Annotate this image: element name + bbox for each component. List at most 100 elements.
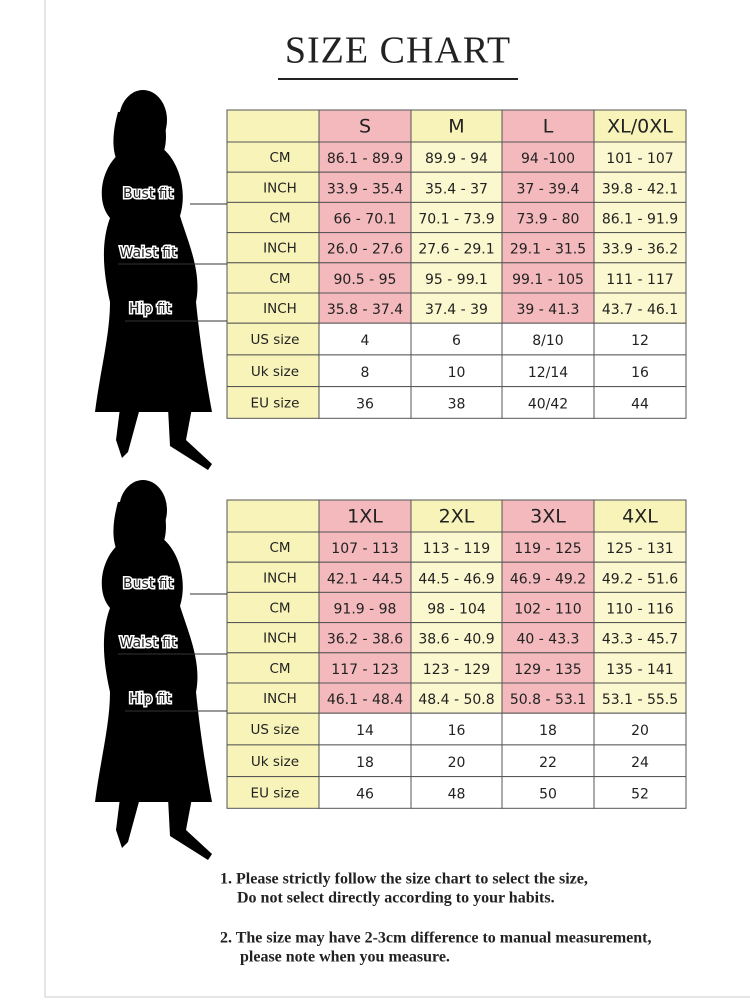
- cell-value: 16: [448, 723, 466, 739]
- cell-value: 70.1 - 73.9: [418, 212, 494, 228]
- cell-value: 48: [448, 786, 466, 802]
- cell-value: 16: [631, 365, 649, 381]
- fit-label: Bust fit: [123, 576, 174, 592]
- table-cell: [318, 386, 412, 419]
- cell-value: 37.4 - 39: [425, 302, 488, 318]
- table-cell: [593, 776, 687, 809]
- row-label-cell: [226, 622, 320, 654]
- cell-value: 102 - 110: [514, 602, 581, 618]
- table-cell: [593, 141, 687, 173]
- cell-value: 98 - 104: [427, 602, 486, 618]
- row-label: US size: [251, 332, 300, 348]
- cell-value: 43.3 - 45.7: [602, 632, 678, 648]
- cell-value: 89.9 - 94: [425, 151, 488, 167]
- table-cell: [501, 322, 595, 356]
- cell-value: 101 - 107: [606, 151, 673, 167]
- header-cell: [593, 109, 687, 143]
- table-cell: [410, 354, 503, 388]
- table-cell: [501, 591, 595, 624]
- cell-value: 50.8 - 53.1: [510, 692, 586, 708]
- cell-value: 36.2 - 38.6: [327, 632, 403, 648]
- row-label: CM: [269, 661, 290, 677]
- cell-value: 86.1 - 91.9: [602, 212, 678, 228]
- table-cell: [410, 776, 503, 809]
- table-cell: [501, 776, 595, 809]
- cell-value: 48.4 - 50.8: [418, 692, 494, 708]
- cell-value: 110 - 116: [606, 602, 673, 618]
- cell-value: 123 - 129: [423, 662, 490, 678]
- fit-label: Hip fit: [129, 301, 172, 317]
- cell-value: 10: [448, 365, 466, 381]
- table-cell: [410, 292, 503, 324]
- cell-value: 6: [452, 333, 461, 349]
- cell-value: 22: [539, 755, 557, 771]
- table-cell: [593, 201, 687, 234]
- cell-value: 8/10: [532, 333, 563, 349]
- cell-value: 12: [631, 333, 649, 349]
- row-label: EU size: [251, 395, 300, 411]
- row-label-cell: [226, 744, 320, 778]
- table-cell: [410, 232, 503, 264]
- row-label-cell: [226, 262, 320, 294]
- row-label: INCH: [263, 241, 297, 257]
- row-label-cell: [226, 776, 320, 809]
- row-label: CM: [269, 540, 290, 556]
- note-line: 1. Please strictly follow the size chart…: [220, 871, 588, 888]
- row-label-cell: [226, 561, 320, 593]
- row-label: INCH: [263, 691, 297, 707]
- table-cell: [318, 322, 412, 356]
- cell-value: 113 - 119: [423, 541, 490, 557]
- cell-value: 26.0 - 27.6: [327, 242, 403, 258]
- table-cell: [318, 354, 412, 388]
- table-cell: [501, 622, 595, 654]
- table-cell: [501, 201, 595, 234]
- table-cell: [318, 141, 412, 173]
- cell-value: 66 - 70.1: [334, 212, 397, 228]
- row-label: EU size: [251, 785, 300, 801]
- cell-value: 20: [448, 755, 466, 771]
- cell-value: 29.1 - 31.5: [510, 242, 586, 258]
- cell-value: 52: [631, 786, 649, 802]
- table-cell: [593, 292, 687, 324]
- row-label: Uk size: [251, 754, 299, 770]
- table-cell: [501, 292, 595, 324]
- cell-value: 117 - 123: [331, 662, 398, 678]
- size-header: 4XL: [622, 506, 658, 528]
- cell-value: 46.1 - 48.4: [327, 692, 403, 708]
- cell-value: 111 - 117: [606, 272, 673, 288]
- cell-value: 99.1 - 105: [512, 272, 584, 288]
- header-cell: [410, 499, 503, 533]
- title: SIZE CHART: [285, 30, 511, 72]
- size-header: M: [448, 116, 464, 138]
- cell-value: 38.6 - 40.9: [418, 632, 494, 648]
- table-cell: [318, 622, 412, 654]
- table-cell: [501, 354, 595, 388]
- cell-value: 91.9 - 98: [334, 602, 397, 618]
- table-cell: [318, 776, 412, 809]
- table-cell: [593, 171, 687, 203]
- cell-value: 107 - 113: [331, 541, 398, 557]
- cell-value: 39 - 41.3: [517, 302, 580, 318]
- note-line: Do not select directly according to your…: [237, 890, 555, 907]
- row-label-cell: [226, 652, 320, 684]
- cell-value: 38: [448, 396, 466, 412]
- cell-value: 44.5 - 46.9: [418, 571, 494, 587]
- silhouette: [95, 90, 212, 470]
- row-label: US size: [251, 722, 300, 738]
- row-label: INCH: [263, 570, 297, 586]
- fit-label: Hip fit: [129, 691, 172, 707]
- cell-value: 95 - 99.1: [425, 272, 488, 288]
- table-cell: [593, 262, 687, 294]
- row-label: INCH: [263, 631, 297, 647]
- note-line: please note when you measure.: [240, 949, 450, 966]
- silhouette: [95, 480, 212, 860]
- cell-value: 33.9 - 36.2: [602, 242, 678, 258]
- table-cell: [501, 682, 595, 714]
- table-cell: [501, 531, 595, 563]
- row-label: INCH: [263, 180, 297, 196]
- table-cell: [593, 591, 687, 624]
- cell-value: 119 - 125: [514, 541, 581, 557]
- cell-value: 46: [356, 786, 374, 802]
- size-header: S: [359, 116, 371, 138]
